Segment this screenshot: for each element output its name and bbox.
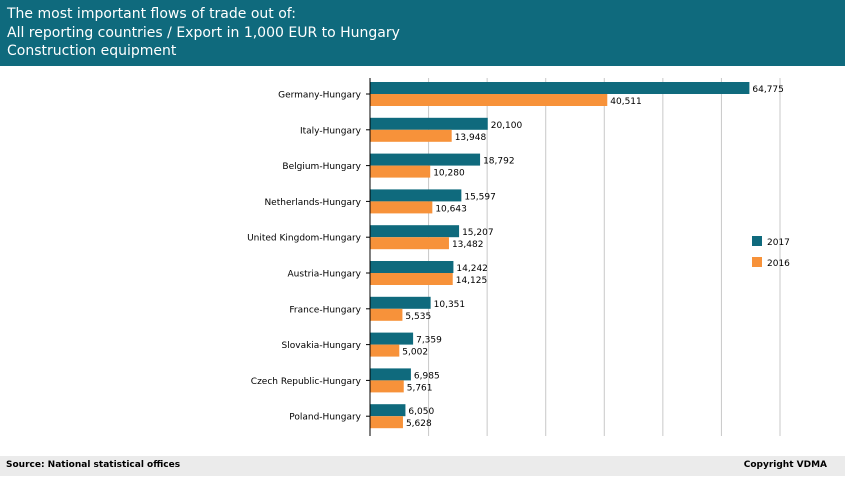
- category-label: Netherlands-Hungary: [264, 198, 361, 208]
- data-label-2016: 5,628: [406, 419, 432, 429]
- category-label: France-Hungary: [289, 305, 361, 315]
- category-label: Slovakia-Hungary: [282, 341, 362, 351]
- bar-2017: [370, 225, 460, 238]
- bar-2017: [370, 117, 488, 130]
- legend-label-2017: 2017: [767, 238, 790, 248]
- bar-2016: [370, 237, 449, 250]
- chart-header: The most important flows of trade out of…: [0, 0, 845, 66]
- data-label-2016: 40,511: [610, 97, 642, 107]
- bar-2016: [370, 380, 404, 393]
- category-label: Belgium-Hungary: [282, 162, 361, 172]
- data-label-2017: 64,775: [752, 85, 784, 95]
- bar-2017: [370, 189, 462, 202]
- bar-2017: [370, 153, 481, 166]
- chart-footer: Source: National statistical offices Cop…: [0, 456, 845, 476]
- data-label-2017: 15,207: [462, 228, 494, 238]
- bar-2016: [370, 165, 431, 178]
- bar-2016: [370, 308, 403, 321]
- chart-area: Germany-Hungary 64,775 40,511 Italy-Hungary…: [0, 66, 845, 456]
- header-title-line-1: The most important flows of trade out of…: [7, 6, 296, 22]
- data-label-2017: 18,792: [483, 157, 514, 167]
- header-title-line-2: All reporting countries / Export in 1,00…: [7, 25, 400, 41]
- data-label-2017: 15,597: [464, 192, 496, 202]
- category-label: Czech Republic-Hungary: [251, 377, 362, 387]
- data-label-2016: 10,643: [435, 204, 467, 214]
- category-label: Italy-Hungary: [300, 126, 362, 136]
- copyright-note: Copyright VDMA: [743, 460, 827, 470]
- bar-2016: [370, 273, 453, 285]
- category-label: Germany-Hungary: [278, 91, 362, 101]
- bar-2017: [370, 368, 411, 381]
- category-label: Poland-Hungary: [289, 413, 361, 423]
- data-label-2016: 5,761: [407, 383, 433, 393]
- data-label-2016: 5,535: [405, 312, 431, 322]
- data-label-2016: 13,482: [452, 240, 484, 250]
- bar-2016: [370, 416, 403, 429]
- bar-2017: [370, 332, 414, 345]
- data-label-2017: 6,985: [414, 371, 440, 381]
- bar-2017: [370, 404, 406, 417]
- bar-2016: [370, 344, 400, 357]
- data-label-2017: 14,242: [456, 264, 488, 274]
- category-label: Austria-Hungary: [288, 270, 362, 280]
- bar-2017: [370, 82, 750, 94]
- legend-swatch-2016: [752, 257, 762, 267]
- data-label-2016: 13,948: [455, 133, 487, 143]
- bar-2017: [370, 296, 431, 309]
- data-label-2017: 7,359: [416, 336, 442, 346]
- legend-swatch-2017: [752, 236, 762, 246]
- data-label-2016: 14,125: [456, 276, 488, 286]
- bar-2016: [370, 201, 433, 214]
- bar-2017: [370, 261, 454, 273]
- data-label-2016: 5,002: [402, 348, 428, 358]
- category-label: United Kingdom-Hungary: [247, 234, 362, 244]
- header-title-line-3: Construction equipment: [7, 43, 177, 59]
- bar-2016: [370, 94, 608, 106]
- data-label-2016: 10,280: [433, 169, 465, 179]
- data-label-2017: 20,100: [491, 121, 523, 131]
- bar-2016: [370, 129, 452, 142]
- source-note: Source: National statistical offices: [6, 460, 181, 470]
- data-label-2017: 6,050: [408, 407, 434, 417]
- legend-label-2016: 2016: [767, 259, 790, 269]
- data-label-2017: 10,351: [434, 300, 466, 310]
- bar-chart: Germany-Hungary 64,775 40,511 Italy-Hungary…: [247, 78, 790, 436]
